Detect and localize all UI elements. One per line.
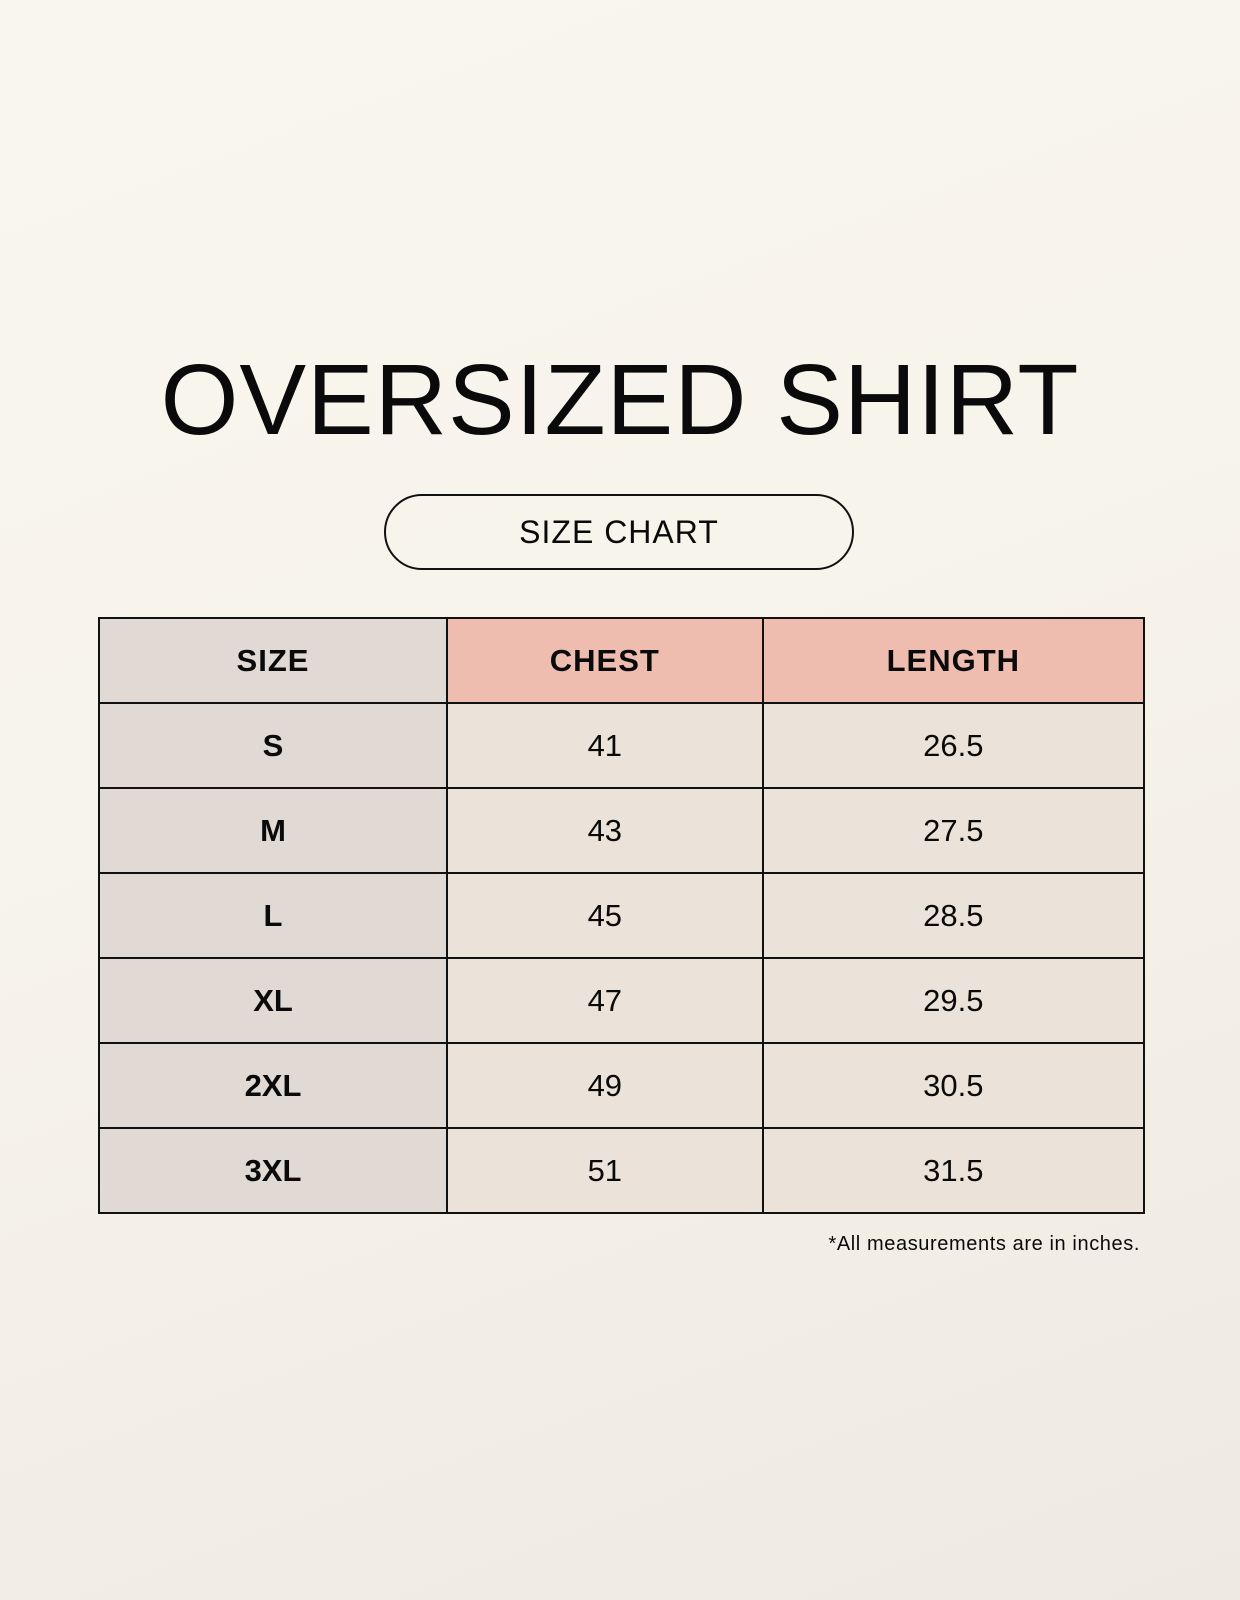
size-cell: L [98,872,448,959]
header-length: LENGTH [761,617,1146,704]
chest-cell: 47 [446,957,764,1044]
size-cell: M [98,787,448,874]
chest-cell: 45 [446,872,764,959]
table-row: 2XL 49 30.5 [98,1042,1146,1129]
length-cell: 30.5 [761,1042,1146,1129]
page-title: OVERSIZED SHIRT [160,344,1080,456]
size-chart-badge: SIZE CHART [384,494,854,570]
length-cell: 28.5 [761,872,1146,959]
chest-cell: 41 [446,702,764,789]
table-header-row: SIZE CHEST LENGTH [98,617,1146,704]
length-cell: 26.5 [761,702,1146,789]
table-row: 3XL 51 31.5 [98,1127,1146,1214]
size-cell: 3XL [98,1127,448,1214]
chest-cell: 43 [446,787,764,874]
table-row: XL 47 29.5 [98,957,1146,1044]
size-chart-table: SIZE CHEST LENGTH S 41 26.5 M 43 27.5 L 45 28.5 X… [98,617,1146,1214]
header-chest: CHEST [446,617,764,704]
table-row: S 41 26.5 [98,702,1146,789]
chest-cell: 51 [446,1127,764,1214]
table-row: M 43 27.5 [98,787,1146,874]
length-cell: 27.5 [761,787,1146,874]
length-cell: 31.5 [761,1127,1146,1214]
size-cell: S [98,702,448,789]
size-cell: 2XL [98,1042,448,1129]
header-size: SIZE [98,617,448,704]
length-cell: 29.5 [761,957,1146,1044]
table-row: L 45 28.5 [98,872,1146,959]
chest-cell: 49 [446,1042,764,1129]
size-cell: XL [98,957,448,1044]
footnote: *All measurements are in inches. [828,1233,1140,1255]
